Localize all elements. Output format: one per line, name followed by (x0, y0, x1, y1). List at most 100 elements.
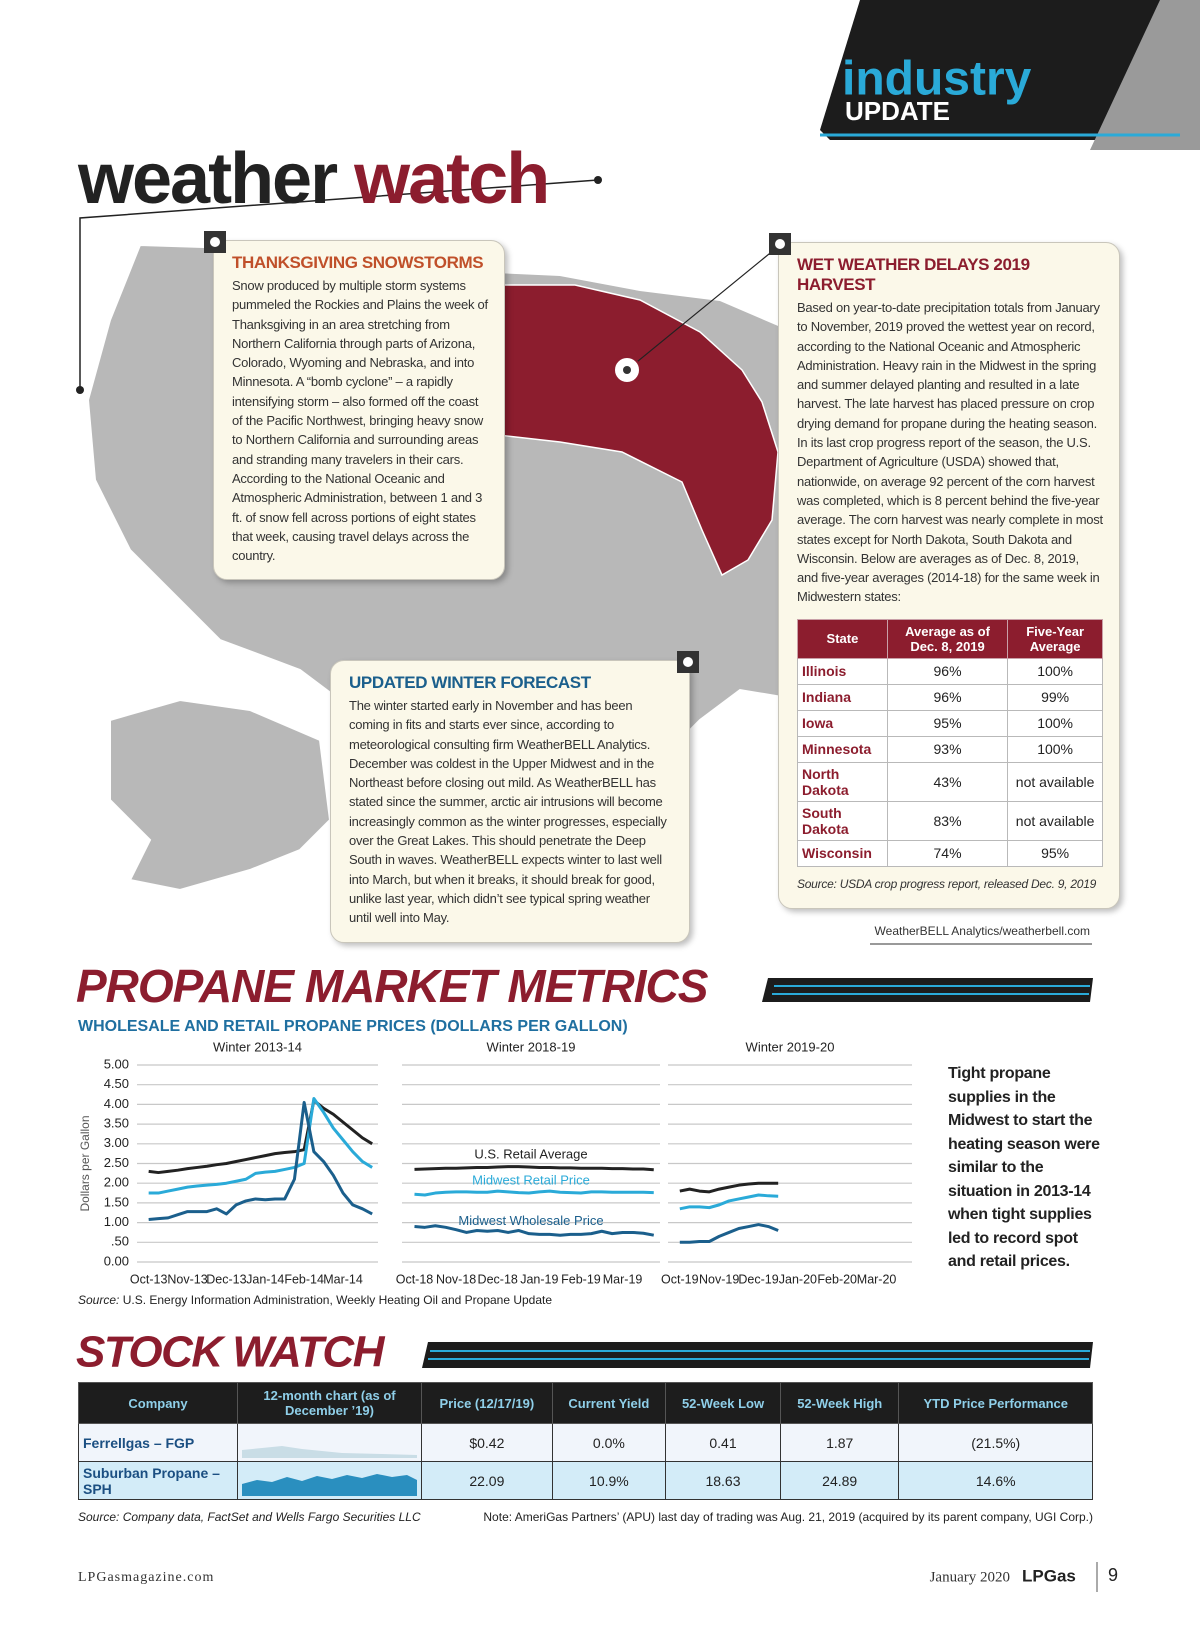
value-cell: 0.41 (665, 1423, 781, 1462)
source-label: Source: (78, 1293, 119, 1307)
header-cell: Current Yield (551, 1382, 667, 1424)
chart-title: Winter 2013-14 (213, 1039, 302, 1054)
y-tick-label: 3.00 (104, 1135, 129, 1150)
value-cell: 99% (1007, 683, 1103, 711)
value-cell: 95% (886, 709, 1009, 737)
x-tick-label: Nov-18 (436, 1272, 476, 1286)
box-title: WET WEATHER DELAYS 2019 HARVEST (797, 255, 1030, 294)
value-cell: 14.6% (898, 1461, 1093, 1500)
series-line (148, 1098, 373, 1175)
midwest-states (459, 284, 779, 577)
title-connector (79, 179, 599, 390)
connector-dot (76, 386, 84, 394)
value-cell: 0.0% (551, 1423, 667, 1462)
x-tick-label: Mar-19 (603, 1272, 643, 1286)
header-cell: Five-Year Average (1007, 618, 1103, 659)
header-cell: Company (78, 1382, 238, 1424)
map-pin-dot (623, 366, 631, 374)
harvest-box: WET WEATHER DELAYS 2019 HARVEST Based on… (769, 233, 1120, 910)
x-tick-label: Oct-13 (130, 1272, 168, 1286)
section-top: industry (842, 53, 1032, 106)
box-body: Snow produced by multiple storm systems … (232, 278, 488, 564)
state-cell: Iowa (797, 709, 888, 737)
x-tick-label: Feb-19 (561, 1272, 601, 1286)
value-cell: 100% (1007, 709, 1103, 737)
stock-table: Company 12-month chart (as of December ’1… (78, 1382, 1093, 1500)
header-banner (820, 0, 1200, 140)
header-cell: 52-Week High (779, 1382, 900, 1424)
y-tick-label: 1.00 (104, 1214, 129, 1229)
x-tick-label: Oct-19 (661, 1272, 699, 1286)
sparkline-cell (237, 1461, 422, 1500)
sparkline (242, 1474, 417, 1496)
value-cell: not available (1007, 761, 1103, 802)
x-tick-label: Feb-14 (284, 1272, 324, 1286)
header-cell: 12-month chart (as of December ’19) (237, 1382, 422, 1424)
footer-page: 9 (1108, 1565, 1118, 1585)
state-cell: North Dakota (797, 761, 888, 802)
x-tick-label: Dec-13 (206, 1272, 246, 1286)
header-cell: Price (12/17/19) (421, 1382, 553, 1424)
stock-note: Note: AmeriGas Partners’ (APU) last day … (483, 1510, 1093, 1524)
y-tick-label: 5.00 (104, 1056, 129, 1071)
value-cell: 96% (886, 683, 1009, 711)
table-row: Indiana 96% 99% (797, 683, 1103, 711)
footer-issue: January 2020 (930, 1569, 1010, 1585)
header-stripe (1090, 0, 1200, 150)
series-line (414, 1224, 655, 1237)
metrics-source: Source: U.S. Energy Information Administ… (78, 1293, 552, 1307)
company-cell: Suburban Propane – SPH (78, 1461, 238, 1500)
series-label: Midwest Retail Price (472, 1172, 590, 1187)
table-source: Source: USDA crop progress report, relea… (797, 876, 1097, 891)
value-cell: 96% (886, 657, 1009, 685)
header-cell: 52-Week Low (665, 1382, 781, 1424)
table-row: Iowa 95% 100% (797, 709, 1103, 737)
value-cell: 18.63 (665, 1461, 781, 1500)
table-row: North Dakota 43% not available (797, 761, 1103, 802)
state-cell: South Dakota (797, 800, 888, 841)
value-cell: 1.87 (779, 1423, 900, 1462)
table-row: Ferrellgas – FGP $0.42 0.0% 0.41 1.87 (21.5%) (78, 1423, 1093, 1462)
series-line (414, 1165, 654, 1172)
y-tick-label: 0.00 (104, 1253, 129, 1268)
y-tick-label: .50 (111, 1234, 129, 1249)
y-tick-label: 2.00 (104, 1175, 129, 1190)
metrics-subtitle: WHOLESALE AND RETAIL PROPANE PRICES (DOL… (78, 1018, 628, 1035)
header-cell: State (797, 618, 888, 659)
table-row: Illinois 96% 100% (797, 657, 1103, 685)
alaska-map (109, 698, 332, 892)
title-first: weather (78, 139, 338, 219)
y-axis-label: Dollars per Gallon (78, 1115, 92, 1211)
page-title: weather watch (78, 138, 550, 220)
series-label: Midwest Wholesale Price (458, 1213, 603, 1228)
connector-dot (594, 176, 602, 184)
state-cell: Indiana (797, 683, 888, 711)
table-row: Wisconsin 74% 95% (797, 839, 1103, 867)
value-cell: 24.89 (779, 1461, 900, 1500)
y-tick-label: 1.50 (104, 1194, 129, 1209)
series-line (679, 1181, 779, 1194)
value-cell: 100% (1007, 735, 1103, 763)
state-cell: Wisconsin (797, 839, 888, 867)
title-stripe (422, 1342, 1093, 1368)
box-icon (204, 231, 226, 253)
stock-source: Source: Company data, FactSet and Wells … (78, 1510, 421, 1524)
state-cell: Minnesota (797, 735, 888, 763)
thanksgiving-box: THANKSGIVING SNOWSTORMS Snow produced by… (204, 231, 505, 581)
table-row: Minnesota 93% 100% (797, 735, 1103, 763)
source-text: U.S. Energy Information Administration, … (123, 1293, 553, 1307)
value-cell: 10.9% (551, 1461, 667, 1500)
series-line (414, 1189, 654, 1197)
x-tick-label: Jan-19 (520, 1272, 558, 1286)
x-tick-label: Jan-20 (779, 1272, 817, 1286)
y-tick-label: 3.50 (104, 1116, 129, 1131)
box-title: THANKSGIVING SNOWSTORMS (232, 253, 484, 272)
sparkline-cell (237, 1423, 422, 1462)
pin-connector (626, 244, 781, 371)
y-tick-label: 2.50 (104, 1155, 129, 1170)
sparkline (242, 1446, 417, 1458)
x-tick-label: Mar-20 (857, 1272, 897, 1286)
value-cell: 22.09 (421, 1461, 553, 1500)
value-cell: 93% (886, 735, 1009, 763)
